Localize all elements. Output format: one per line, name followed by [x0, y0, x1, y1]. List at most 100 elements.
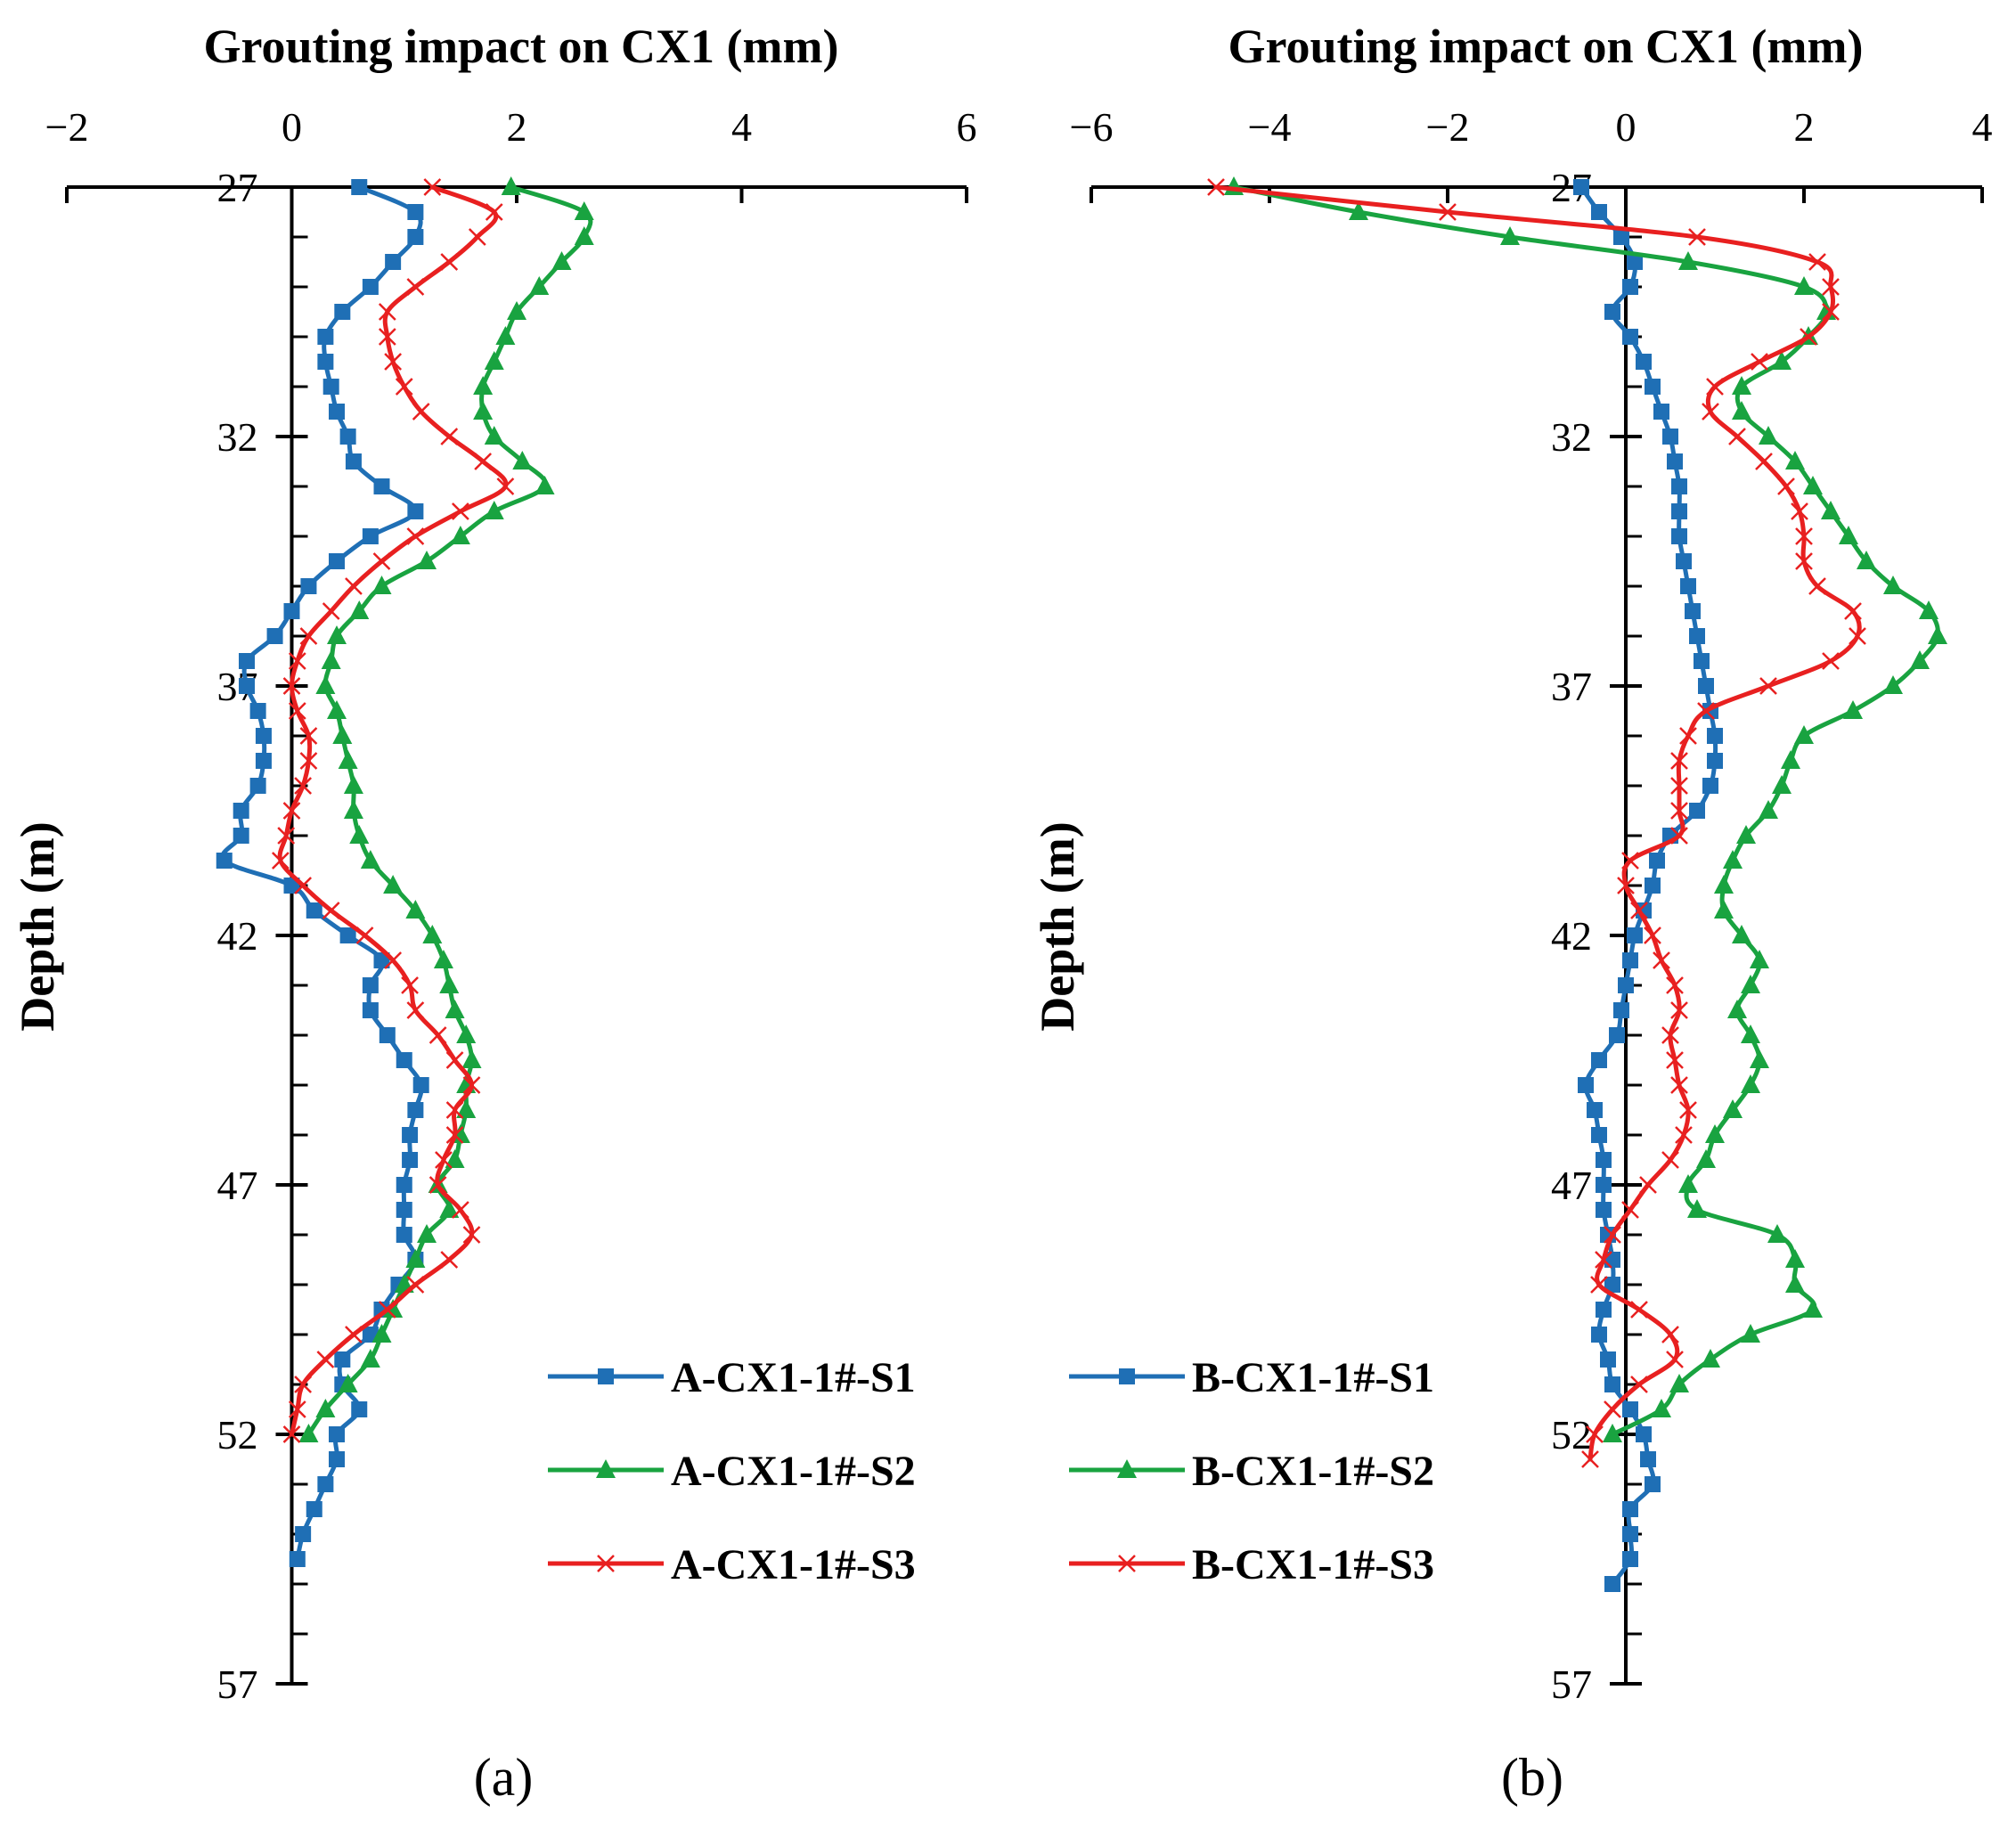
panel-b-y-tick-label: 52	[1551, 1412, 1592, 1457]
panel-a-x-tick-label: 6	[957, 104, 977, 150]
panel-a-data-point	[396, 1052, 412, 1068]
panel-b-series-B-CX1-1#-S1	[1573, 179, 1723, 1592]
panel-a-data-point	[294, 777, 313, 795]
panel-b-data-point	[1622, 1526, 1638, 1542]
panel-b-data-point	[1727, 1000, 1747, 1018]
panel-b-data-point	[1604, 1576, 1620, 1592]
panel-b-series-line	[1213, 184, 1862, 1462]
panel-a-data-point	[468, 228, 486, 246]
panel-a-data-point	[378, 303, 396, 321]
panel-b-data-point	[1596, 1302, 1612, 1318]
panel-b-data-point	[1627, 927, 1643, 943]
panel-b-data-point	[1578, 1077, 1594, 1093]
panel-b-legend-entry: B-CX1-1#-S3	[1069, 1541, 1434, 1588]
panel-b-data-point	[1772, 775, 1792, 794]
panel-b-y-tick-label: 37	[1551, 664, 1592, 709]
panel-a-data-point	[529, 276, 550, 295]
panel-b-data-point	[1822, 652, 1840, 670]
panel-a-data-point	[233, 828, 249, 844]
panel-b-data-point	[1595, 1251, 1612, 1269]
panel-b-y-tick-label: 47	[1551, 1163, 1592, 1208]
panel-a-data-point	[327, 700, 347, 719]
panel-a-series-A-CX1-1#-S2	[298, 176, 594, 1442]
panel-a-data-point	[355, 927, 374, 944]
panel-a-x-tick-label: 2	[507, 104, 527, 150]
panel-b-y-axis-title: Depth (m)	[1031, 821, 1084, 1031]
panel-a-data-point	[435, 1151, 453, 1169]
panel-a-data-point	[456, 1099, 477, 1118]
panel-a-data-point	[322, 902, 340, 919]
panel-b-data-point	[1591, 1327, 1607, 1343]
panel-b-data-point	[1666, 1051, 1684, 1069]
panel-b-data-point	[1678, 251, 1698, 270]
panel-a-data-point	[362, 1002, 379, 1018]
panel-a-data-point	[339, 927, 356, 943]
panel-b-x-tick-label: −6	[1070, 104, 1114, 150]
panel-b-data-point	[1622, 1551, 1638, 1567]
panel-b-data-point	[1639, 1176, 1657, 1194]
panel-a-data-point	[306, 1501, 322, 1517]
panel-b-y-tick-label: 57	[1551, 1662, 1592, 1707]
panel-a-data-point	[299, 752, 318, 770]
panel-a-data-point	[407, 1102, 424, 1118]
panel-b-plot: −6 −4 −2 0 2 427323742475257B-CX1-1#-S1B-CX1-…	[1069, 104, 1993, 1707]
panel-a-data-point	[445, 1149, 465, 1168]
panel-b-data-point	[1777, 478, 1795, 495]
panel-b-data-point	[1587, 1102, 1603, 1118]
panel-b-data-point	[1785, 1274, 1805, 1293]
panel-a-data-point	[351, 179, 368, 195]
panel-a-legend-marker	[597, 1555, 615, 1572]
panel-a-x-tick-label: −2	[45, 104, 89, 150]
panel-b-data-point	[1670, 777, 1688, 795]
panel-a-data-point	[406, 278, 425, 296]
panel-b-data-point	[1857, 551, 1876, 569]
panel-a-data-point	[422, 925, 443, 943]
panel-a-legend-label: A-CX1-1#-S3	[671, 1541, 916, 1588]
panel-b-data-point	[1707, 728, 1723, 744]
panel-b-data-point	[1698, 678, 1714, 694]
panel-a-data-point	[445, 1000, 465, 1018]
panel-a-data-point	[294, 877, 313, 894]
panel-a-series-A-CX1-1#-S1	[216, 179, 429, 1567]
panel-b-x-tick-label: −2	[1426, 104, 1470, 150]
panel-a-data-point	[351, 1401, 368, 1417]
panel-b-data-point	[1723, 850, 1743, 869]
panel-b-series-B-CX1-1#-S3	[1207, 178, 1866, 1468]
panel-b-series-line	[1231, 184, 1940, 1437]
panel-b-data-point	[1604, 1226, 1621, 1244]
panel-b-data-point	[1645, 379, 1661, 395]
panel-b-data-point	[1613, 1002, 1629, 1018]
panel-b-data-point	[1794, 276, 1814, 295]
panel-a-data-point	[423, 178, 442, 196]
panel-a-data-point	[317, 1476, 334, 1492]
panel-b-data-point	[1652, 1399, 1671, 1417]
panel-a-data-point	[321, 650, 341, 669]
panel-b-data-point	[1822, 278, 1840, 296]
panel-a-data-point	[433, 950, 453, 968]
panel-b-x-tick-label: 4	[1972, 104, 1993, 150]
panel-b-data-point	[1609, 1027, 1625, 1043]
panel-a-data-point	[283, 603, 300, 619]
panel-b-data-point	[1630, 1301, 1648, 1319]
panel-a-data-point	[485, 203, 503, 221]
panel-a-data-point	[396, 1177, 412, 1193]
panel-a-data-point	[239, 678, 255, 694]
panel-b-data-point	[1755, 453, 1773, 470]
panel-a-data-point	[362, 279, 379, 295]
panel-a-data-point	[383, 875, 404, 894]
panel-b-data-point	[1630, 1376, 1648, 1393]
panel-b-data-point	[1670, 827, 1688, 845]
panel-b-data-point	[1678, 1174, 1698, 1193]
panel-b-data-point	[1591, 1127, 1607, 1143]
panel-b-data-point	[1849, 627, 1866, 645]
panel-b-x-tick-label: 2	[1794, 104, 1815, 150]
panel-a-data-point	[349, 600, 370, 619]
panel-b-data-point	[1732, 925, 1751, 943]
panel-b-data-point	[1653, 951, 1670, 969]
panel-a-data-point	[322, 602, 340, 620]
panel-a-data-point	[451, 502, 469, 520]
panel-a-data-point	[239, 653, 255, 669]
panel-b-data-point	[1604, 304, 1620, 320]
panel-b-data-point	[1207, 178, 1225, 196]
panel-b-x-tick-label: −4	[1248, 104, 1292, 150]
